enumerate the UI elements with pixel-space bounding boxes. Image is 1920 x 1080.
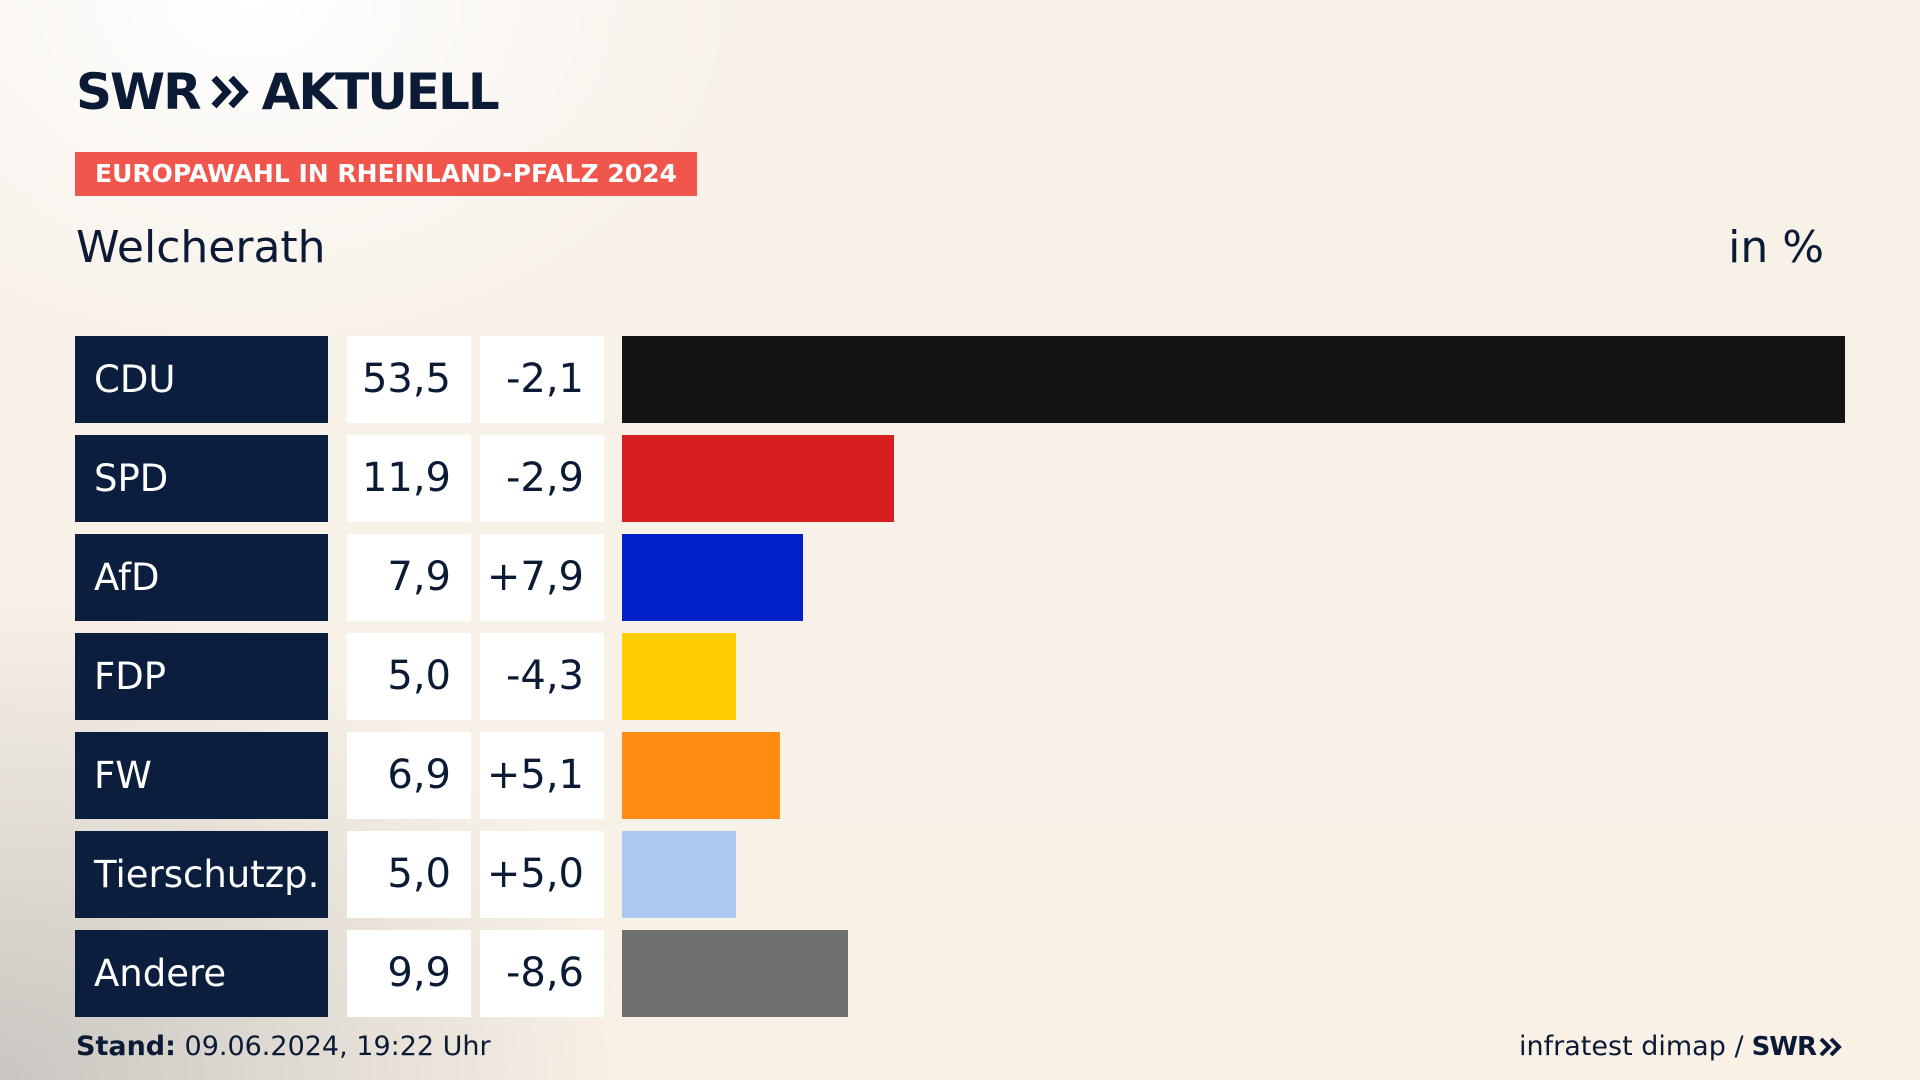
party-label: FDP [75, 633, 328, 720]
swr-mini-logo: SWR [1752, 1028, 1844, 1066]
election-badge: EUROPAWAHL IN RHEINLAND-PFALZ 2024 [75, 152, 697, 196]
vote-share-value: 7,9 [347, 534, 471, 621]
party-label: Andere [75, 930, 328, 1017]
timestamp: Stand: 09.06.2024, 19:22 Uhr [76, 1028, 491, 1066]
result-bar [622, 732, 780, 819]
vote-share-value: 6,9 [347, 732, 471, 819]
vote-change-value: -2,1 [480, 336, 604, 423]
result-row: CDU 53,5 -2,1 [75, 336, 1845, 423]
vote-change-value: -8,6 [480, 930, 604, 1017]
result-bar [622, 930, 848, 1017]
vote-share-value: 53,5 [347, 336, 471, 423]
result-row: FDP 5,0 -4,3 [75, 633, 1845, 720]
vote-change-value: +7,9 [480, 534, 604, 621]
result-row: FW 6,9 +5,1 [75, 732, 1845, 819]
party-label: SPD [75, 435, 328, 522]
logo-aktuell-text: AKTUELL [261, 63, 500, 121]
result-row: SPD 11,9 -2,9 [75, 435, 1845, 522]
result-bar [622, 534, 803, 621]
result-row: AfD 7,9 +7,9 [75, 534, 1845, 621]
stand-value: 09.06.2024, 19:22 Uhr [184, 1031, 491, 1062]
party-label: AfD [75, 534, 328, 621]
logo-swr-text: SWR [76, 63, 202, 121]
result-bar [622, 336, 1845, 423]
swr-aktuell-logo: SWR AKTUELL [76, 62, 500, 122]
result-bar [622, 633, 736, 720]
vote-share-value: 11,9 [347, 435, 471, 522]
result-bar [622, 831, 736, 918]
swr-mini-text: SWR [1751, 1032, 1817, 1062]
vote-share-value: 5,0 [347, 831, 471, 918]
result-row: Andere 9,9 -8,6 [75, 930, 1845, 1017]
vote-change-value: -4,3 [480, 633, 604, 720]
source-credit: infratest dimap / SWR [1519, 1028, 1844, 1066]
result-row: Tierschutzp. 5,0 +5,0 [75, 831, 1845, 918]
party-label: CDU [75, 336, 328, 423]
party-label: FW [75, 732, 328, 819]
unit-label: in % [1728, 222, 1824, 273]
stand-label: Stand: [76, 1031, 176, 1062]
vote-change-value: +5,1 [480, 732, 604, 819]
source-text: infratest dimap / [1519, 1031, 1744, 1062]
municipality-title: Welcherath [76, 222, 326, 273]
vote-share-value: 9,9 [347, 930, 471, 1017]
vote-change-value: +5,0 [480, 831, 604, 918]
result-bar [622, 435, 894, 522]
vote-share-value: 5,0 [347, 633, 471, 720]
double-chevron-icon [211, 75, 249, 109]
vote-change-value: -2,9 [480, 435, 604, 522]
double-chevron-small-icon [1819, 1037, 1842, 1057]
party-label: Tierschutzp. [75, 831, 328, 918]
